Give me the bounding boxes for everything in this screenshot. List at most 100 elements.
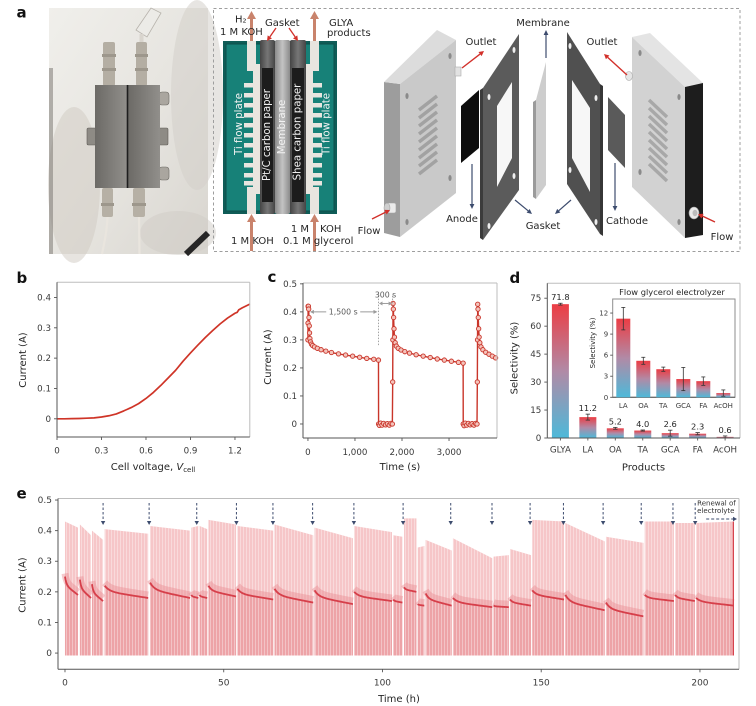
interval-arrow-right [360,309,378,314]
outlet-right-arrow-head [604,54,610,60]
current-median-halo [603,597,645,617]
data-point [413,352,419,358]
renewal-arrow-head [527,521,533,525]
current-texture [79,524,92,656]
plate-top-face [632,33,703,87]
y-tick-label: 0.3 [37,324,51,334]
glycerol-inlet-arrow [310,214,319,251]
current-median-line [403,586,417,593]
renewal-arrow [194,503,199,525]
anode-pointer-arrow [469,164,475,209]
x-tick-label: 0 [62,678,68,688]
current-median-line [236,588,274,601]
outlet-left-species-label: H₂ [235,15,247,26]
flow-field-groove [417,126,439,144]
current-texture [393,535,403,656]
x-tick-label: 0 [305,448,311,458]
flow-field-groove [417,118,439,136]
current-median-line [531,589,565,601]
current-median-halo [642,589,675,602]
operation-segment [390,535,404,656]
flow-field-groove [647,154,669,175]
bolt-hole [594,95,598,101]
current-median-halo [147,577,191,599]
inset-x-tick-label: FA [699,402,707,410]
x-tick-label: 100 [374,678,391,688]
data-point [391,334,398,340]
data-point [389,421,396,427]
photo-tube [100,216,109,255]
left-flow-channel [244,41,260,214]
gasket-left-frame [480,34,519,240]
bolt-hole [638,169,642,175]
renewal-arrow [489,503,495,525]
operation-segment [450,538,493,656]
data-point [335,351,342,357]
operation-segment [188,526,200,656]
left-end-plate [383,30,462,237]
outlet-left-electrolyte-label: 1 M KOH [220,27,263,38]
renewal-arrow [270,503,276,525]
data-point [448,358,455,364]
channel-rib [312,153,322,158]
inset-y-tick-label: 3 [604,373,608,381]
data-point [475,301,481,307]
current-median-halo [390,594,404,604]
current-median-halo [562,590,606,611]
data-point [441,357,447,363]
x-tick-label: 0.6 [139,447,153,457]
current-median-line [104,585,149,599]
renewal-arrow-head [234,521,239,525]
bar-value-label: 71.8 [551,292,569,302]
operation-segment [205,519,237,656]
y-axis-label: Selectivity (%) [510,322,521,395]
bar-value-label: 4.0 [636,419,649,429]
channel-rib [312,93,322,98]
channel-rib [312,83,322,88]
data-point [306,314,312,321]
flow-field-groove [647,162,669,183]
current-texture [493,555,509,656]
y-tick-label: 75 [530,294,541,304]
operation-segment [492,555,509,656]
data-point [455,359,462,365]
y-tick-label: 0.4 [283,308,297,318]
y-tick-label: 0.2 [283,364,297,374]
current-texture [605,536,644,656]
channel-rib [244,143,254,148]
channel-rib [244,181,254,186]
data-point [476,334,482,340]
x-axis-label: Products [622,463,665,474]
photo-connector-ring [102,68,116,71]
operation-segment [76,524,94,656]
rest-arrow-left [378,301,386,306]
photo-shadow [48,107,100,263]
renewal-arrow [670,503,676,525]
bolt-hole [568,43,572,49]
gasket-pointer-left-shaft [269,27,277,38]
bolt-hole [594,219,598,225]
renewal-arrow-head [561,521,566,525]
x-axis-label: Time (h) [377,694,420,705]
y-tick-label: 0.2 [37,354,51,364]
renewal-arrow-head [448,521,453,525]
plate-top-face [384,30,456,84]
x-axis-label-subscript: cell [183,466,195,474]
gasket-edge [480,88,483,240]
outlet-left-callout: Outlet [466,37,497,48]
x-tick-label: GCA [661,446,680,456]
operation-segment [672,522,696,656]
channel-segment [247,41,256,71]
photo-shadow [171,0,223,190]
channel-segment [247,187,256,214]
exploded-cell-view: Membrane Outlet Outlet Anode Gasket Cath… [358,18,734,243]
gasket-right-pointer-arrow-head [555,208,561,214]
current-median-halo [351,586,393,602]
flow-field-groove [417,102,439,120]
operation-segment [422,539,453,656]
flow-field-groove [417,158,439,176]
current-median-halo [401,582,418,593]
x-tick-label: TA [636,446,648,456]
operation-segment [88,530,106,656]
renewal-arrow-head [270,521,276,525]
